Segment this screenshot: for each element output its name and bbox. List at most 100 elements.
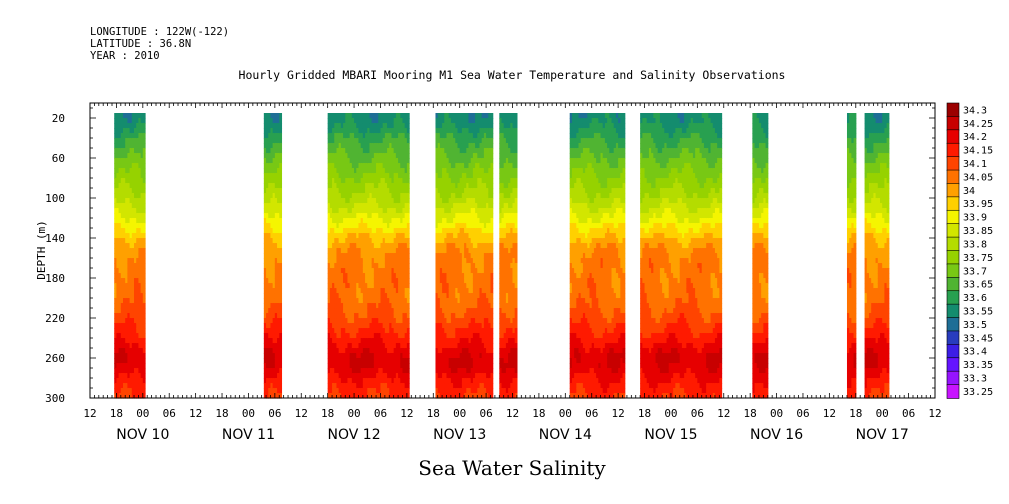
salinity-cell	[134, 348, 137, 354]
salinity-cell	[118, 333, 122, 339]
salinity-cell	[358, 358, 362, 364]
salinity-cell	[501, 303, 505, 309]
salinity-cell	[393, 143, 397, 149]
salinity-cell	[400, 228, 404, 234]
salinity-cell	[332, 333, 335, 339]
salinity-cell	[351, 123, 355, 129]
salinity-cell	[338, 128, 342, 134]
salinity-cell	[479, 293, 483, 299]
salinity-cell	[270, 338, 274, 344]
salinity-cell	[439, 253, 443, 259]
salinity-cell	[389, 323, 393, 329]
salinity-cell	[365, 343, 368, 349]
salinity-cell	[461, 183, 465, 189]
salinity-cell	[468, 118, 472, 124]
salinity-cell	[349, 273, 353, 279]
salinity-cell	[402, 178, 406, 184]
salinity-cell	[501, 363, 505, 369]
salinity-cell	[347, 388, 351, 394]
salinity-cell	[389, 233, 393, 239]
salinity-cell	[123, 263, 126, 269]
salinity-cell	[446, 113, 450, 119]
salinity-cell	[116, 278, 120, 284]
salinity-cell	[354, 113, 357, 119]
salinity-cell	[376, 183, 379, 189]
salinity-cell	[131, 203, 135, 209]
salinity-cell	[479, 208, 483, 214]
salinity-cell	[123, 258, 126, 264]
salinity-cell	[354, 288, 357, 294]
salinity-cell	[123, 203, 126, 209]
salinity-cell	[464, 353, 467, 359]
salinity-cell	[483, 358, 487, 364]
salinity-cell	[116, 123, 120, 129]
salinity-cell	[118, 193, 122, 199]
salinity-cell	[444, 303, 448, 309]
salinity-cell	[123, 378, 126, 384]
salinity-cell	[499, 198, 503, 204]
salinity-cell	[481, 298, 485, 304]
salinity-cell	[268, 358, 272, 364]
salinity-cell	[376, 373, 379, 379]
salinity-cell	[450, 153, 454, 159]
salinity-cell	[457, 258, 461, 264]
salinity-cell	[499, 353, 503, 359]
salinity-cell	[404, 328, 408, 334]
salinity-cell	[356, 308, 360, 314]
salinity-cell	[349, 213, 353, 219]
salinity-cell	[367, 223, 371, 229]
salinity-cell	[488, 283, 492, 289]
salinity-cell	[468, 278, 472, 284]
salinity-cell	[501, 158, 505, 164]
salinity-cell	[461, 198, 465, 204]
salinity-cell	[336, 223, 340, 229]
salinity-cell	[356, 353, 360, 359]
salinity-cell	[343, 198, 346, 204]
salinity-cell	[356, 188, 360, 194]
salinity-cell	[450, 258, 454, 264]
salinity-cell	[371, 133, 375, 139]
salinity-cell	[127, 203, 131, 209]
salinity-cell	[279, 183, 283, 189]
salinity-cell	[369, 163, 373, 169]
salinity-cell	[336, 128, 340, 134]
salinity-cell	[356, 283, 360, 289]
salinity-cell	[457, 223, 461, 229]
salinity-cell	[446, 308, 450, 314]
salinity-cell	[483, 168, 487, 174]
salinity-cell	[475, 353, 478, 359]
salinity-cell	[114, 218, 118, 224]
salinity-cell	[127, 123, 131, 129]
salinity-cell	[453, 118, 456, 124]
salinity-cell	[442, 133, 445, 139]
salinity-cell	[450, 343, 454, 349]
salinity-cell	[277, 198, 280, 204]
salinity-cell	[127, 348, 131, 354]
salinity-cell	[371, 143, 375, 149]
salinity-cell	[486, 188, 489, 194]
salinity-cell	[365, 113, 368, 119]
salinity-cell	[277, 388, 280, 394]
salinity-cell	[402, 218, 406, 224]
salinity-cell	[444, 228, 448, 234]
salinity-cell	[404, 318, 408, 324]
salinity-cell	[453, 313, 456, 319]
salinity-cell	[274, 333, 278, 339]
salinity-cell	[338, 168, 342, 174]
salinity-cell	[501, 263, 505, 269]
salinity-cell	[382, 208, 386, 214]
salinity-cell	[448, 368, 452, 374]
salinity-cell	[382, 303, 386, 309]
salinity-cell	[373, 243, 377, 249]
salinity-cell	[120, 253, 124, 259]
salinity-cell	[268, 243, 272, 249]
salinity-cell	[140, 343, 144, 349]
salinity-cell	[387, 218, 390, 224]
salinity-cell	[488, 343, 492, 349]
salinity-cell	[351, 313, 355, 319]
salinity-cell	[406, 288, 410, 294]
salinity-cell	[345, 373, 349, 379]
salinity-cell	[503, 133, 507, 139]
salinity-cell	[263, 383, 267, 389]
salinity-cell	[120, 353, 124, 359]
